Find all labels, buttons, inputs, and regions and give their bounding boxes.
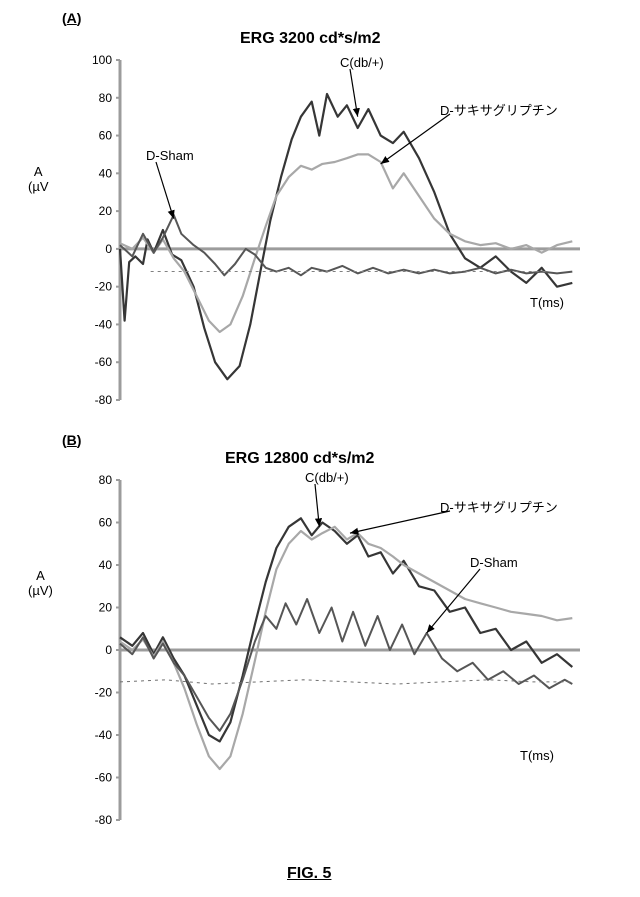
figure-caption: FIG. 5 — [287, 865, 331, 883]
figure-page: (A) ERG 3200 cd*s/m2 -80 -60 -40 -20 0 20 40 60… — [0, 0, 640, 897]
svg-text:20: 20 — [99, 601, 113, 615]
chart-b-title: ERG 12800 cd*s/m2 — [225, 450, 374, 468]
svg-text:100: 100 — [92, 53, 112, 67]
callout-d-saxagliptin-a: D-サキサグリプチン — [440, 100, 558, 119]
svg-text:-80: -80 — [95, 813, 113, 827]
svg-text:0: 0 — [105, 643, 112, 657]
svg-text:-60: -60 — [95, 355, 113, 369]
svg-text:60: 60 — [99, 516, 113, 530]
chart-a-xlabel: T(ms) — [530, 295, 564, 310]
svg-text:20: 20 — [99, 204, 113, 218]
chart-a-title: ERG 3200 cd*s/m2 — [240, 30, 381, 48]
svg-text:-20: -20 — [95, 280, 113, 294]
chart-b: -80 -60 -40 -20 0 20 40 60 80 — [70, 470, 590, 830]
svg-text:80: 80 — [99, 473, 113, 487]
chart-a-ylabel: A (µV — [28, 164, 49, 194]
chart-b-xlabel: T(ms) — [520, 748, 554, 763]
svg-text:60: 60 — [99, 129, 113, 143]
svg-text:40: 40 — [99, 166, 113, 180]
callout-c-db-plus-a: C(db/+) — [340, 55, 384, 70]
svg-text:-20: -20 — [95, 686, 113, 700]
panel-b-label: (B) — [62, 432, 81, 448]
svg-text:-60: -60 — [95, 771, 113, 785]
svg-text:-40: -40 — [95, 317, 113, 331]
svg-text:-40: -40 — [95, 728, 113, 742]
chart-b-ylabel: A (µV) — [28, 568, 53, 598]
svg-text:40: 40 — [99, 558, 113, 572]
callout-d-sham-a: D-Sham — [146, 148, 194, 163]
callout-c-db-plus-b: C(db/+) — [305, 470, 349, 485]
svg-text:80: 80 — [99, 91, 113, 105]
panel-a-label: (A) — [62, 10, 81, 26]
svg-text:0: 0 — [105, 242, 112, 256]
callout-d-sham-b: D-Sham — [470, 555, 518, 570]
svg-text:-80: -80 — [95, 393, 113, 407]
callout-d-saxagliptin-b: D-サキサグリプチン — [440, 497, 558, 516]
